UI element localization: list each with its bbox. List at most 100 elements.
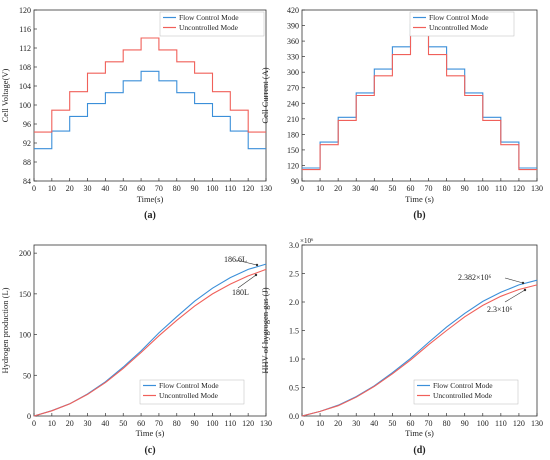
x-tick-label: 30 <box>352 184 360 193</box>
x-tick-label: 40 <box>101 419 109 428</box>
y-tick-label: 92 <box>23 139 31 148</box>
y-tick-label: 300 <box>287 68 299 77</box>
y-tick-label: 200 <box>19 249 31 258</box>
y-tick-label: 3.0 <box>289 241 299 250</box>
x-tick-label: 30 <box>84 184 92 193</box>
series-line <box>33 268 267 417</box>
x-axis-label: Time (s) <box>136 428 165 438</box>
x-tick-label: 110 <box>224 184 236 193</box>
series-line <box>302 23 537 169</box>
x-tick-label: 20 <box>66 184 74 193</box>
chart-panel-d: 0 10 20 30 40 50 60 70 80 90 100 110 120 130 0.0 0.5 1.0… <box>260 237 543 456</box>
y-tick-label: 0.0 <box>289 412 299 421</box>
x-tick-label: 20 <box>334 184 342 193</box>
x-tick-label: 130 <box>531 419 543 428</box>
y-tick-label: 240 <box>287 99 299 108</box>
x-tick-label: 70 <box>425 184 433 193</box>
x-tick-label: 110 <box>495 419 507 428</box>
x-tick-label: 40 <box>370 184 378 193</box>
panel-label: (c) <box>144 445 155 456</box>
annotation-arrowhead <box>255 263 259 267</box>
legend-entry: Uncontrolled Mode <box>159 391 219 400</box>
x-tick-label: 100 <box>206 419 218 428</box>
x-tick-label: 110 <box>224 419 236 428</box>
y-tick-label: 84 <box>23 177 31 186</box>
annotation-arrowhead <box>521 281 525 285</box>
annotation-arrow <box>237 274 257 289</box>
y-tick-label: 360 <box>287 37 299 46</box>
x-tick-label: 130 <box>260 419 272 428</box>
series-line <box>34 37 266 133</box>
y-tick-label: 420 <box>287 6 299 15</box>
legend-entry: Flow Control Mode <box>159 381 219 390</box>
x-tick-label: 40 <box>101 184 109 193</box>
x-axis-label: Time (s) <box>405 194 434 204</box>
y-tick-label: 88 <box>23 158 31 167</box>
x-tick-label: 20 <box>66 419 74 428</box>
y-tick-label: 104 <box>19 82 31 91</box>
y-tick-label: 2.5 <box>289 270 299 279</box>
legend-box <box>139 379 245 405</box>
series-line <box>301 284 538 417</box>
chart-panel-a: 0 10 20 30 40 50 60 70 80 90 100 110 120 130 84 88 92 96 1… <box>0 6 272 221</box>
x-tick-label: 120 <box>513 184 525 193</box>
y-tick-label: 330 <box>287 53 299 62</box>
x-tick-label: 80 <box>173 184 181 193</box>
x-tick-label: 10 <box>316 419 324 428</box>
x-tick-label: 50 <box>119 419 127 428</box>
y-axis-label: HHV of hygrogen gas (J) <box>260 287 270 373</box>
y-tick-label: 96 <box>23 120 31 129</box>
x-tick-label: 110 <box>495 184 507 193</box>
x-tick-label: 50 <box>119 184 127 193</box>
y-multiplier: ×10⁶ <box>300 237 314 245</box>
x-tick-label: 0 <box>300 184 304 193</box>
annotation-label: 186.6L <box>224 255 247 264</box>
x-tick-label: 130 <box>531 184 543 193</box>
legend-entry: Flow Control Mode <box>429 13 489 22</box>
x-axis-label: Time(s) <box>137 194 164 204</box>
plot-frame <box>301 9 538 182</box>
x-axis-label: Time (s) <box>405 428 434 438</box>
x-tick-label: 60 <box>406 419 414 428</box>
legend-entry: Uncontrolled Mode <box>429 23 489 32</box>
annotation-label: 2.382×10⁶ <box>458 273 492 282</box>
x-tick-label: 120 <box>513 419 525 428</box>
y-tick-label: 0.5 <box>289 384 299 393</box>
x-tick-label: 0 <box>32 184 36 193</box>
annotation-label: 180L <box>232 288 249 297</box>
y-axis-label: Cell Voltage(V) <box>0 68 10 122</box>
series-line <box>34 70 266 150</box>
x-tick-label: 80 <box>443 419 451 428</box>
x-tick-label: 90 <box>191 419 199 428</box>
x-tick-label: 60 <box>137 184 145 193</box>
x-tick-label: 30 <box>352 419 360 428</box>
panel-label: (b) <box>413 210 425 221</box>
x-tick-label: 10 <box>316 184 324 193</box>
x-tick-label: 80 <box>173 419 181 428</box>
annotation-arrow <box>504 289 526 303</box>
x-tick-label: 50 <box>388 419 396 428</box>
x-tick-label: 70 <box>425 419 433 428</box>
x-tick-label: 90 <box>191 184 199 193</box>
legend-entry: Flow Control Mode <box>433 381 493 390</box>
annotation-arrowhead <box>523 288 527 292</box>
y-tick-label: 120 <box>19 6 31 15</box>
x-tick-label: 0 <box>300 419 304 428</box>
series-line <box>302 33 537 171</box>
annotation-label: 2.3×10⁶ <box>487 305 513 314</box>
y-tick-label: 180 <box>287 130 299 139</box>
legend-entry: Flow Control Mode <box>179 13 239 22</box>
x-tick-label: 60 <box>406 184 414 193</box>
y-tick-label: 1.0 <box>289 355 299 364</box>
annotation-arrowhead <box>254 273 258 277</box>
x-tick-label: 90 <box>461 419 469 428</box>
x-tick-label: 10 <box>48 419 56 428</box>
y-tick-label: 120 <box>287 161 299 170</box>
y-tick-label: 0 <box>27 412 31 421</box>
x-tick-label: 70 <box>155 184 163 193</box>
chart-panel-b: 0 10 20 30 40 50 60 70 80 90 100 110 120 130 90 120 150 1… <box>260 6 543 221</box>
